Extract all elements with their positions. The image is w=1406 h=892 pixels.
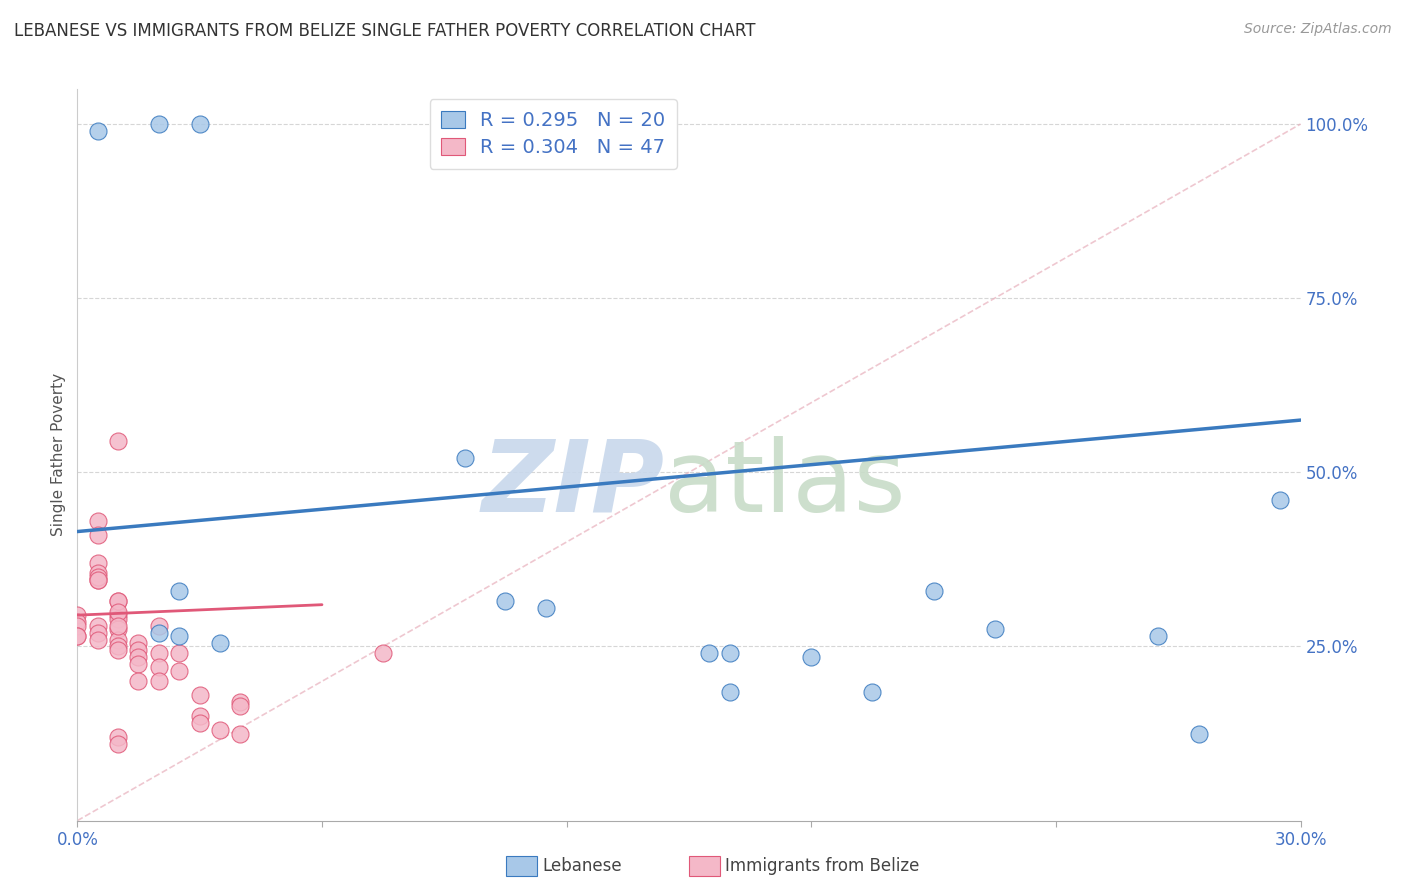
Point (188, 117, 211, 131)
Point (699, 647, 721, 661)
Point (66, 618, 89, 632)
Point (208, 636, 231, 650)
Point (87, 124, 110, 138)
Text: Lebanese: Lebanese (543, 857, 623, 875)
Point (127, 636, 149, 650)
Point (87, 566, 110, 581)
Y-axis label: Single Father Poverty: Single Father Poverty (51, 374, 66, 536)
Point (495, 594, 517, 608)
Point (453, 451, 475, 466)
Point (862, 685, 884, 699)
Point (188, 716, 211, 731)
Point (107, 608, 129, 623)
Point (127, 649, 149, 664)
Point (1268, 493, 1291, 508)
Point (87, 574, 110, 588)
Point (148, 647, 170, 661)
Point (127, 674, 149, 689)
Point (107, 737, 129, 751)
Point (229, 698, 252, 713)
Point (87, 625, 110, 640)
Point (169, 629, 191, 643)
Point (229, 695, 252, 709)
Point (188, 688, 211, 702)
Point (107, 640, 129, 654)
Text: Immigrants from Belize: Immigrants from Belize (725, 857, 920, 875)
Point (229, 726, 252, 740)
Point (87, 574, 110, 588)
Point (534, 601, 557, 615)
Point (87, 618, 110, 632)
Point (107, 605, 129, 619)
Point (718, 647, 741, 661)
Point (922, 583, 945, 598)
Text: Source: ZipAtlas.com: Source: ZipAtlas.com (1244, 22, 1392, 37)
Point (188, 709, 211, 723)
Point (148, 618, 170, 632)
Point (107, 594, 129, 608)
Point (107, 643, 129, 657)
Point (208, 723, 231, 737)
Point (127, 643, 149, 657)
Point (87, 528, 110, 542)
Text: LEBANESE VS IMMIGRANTS FROM BELIZE SINGLE FATHER POVERTY CORRELATION CHART: LEBANESE VS IMMIGRANTS FROM BELIZE SINGL… (14, 22, 755, 40)
Point (107, 730, 129, 744)
Point (718, 685, 741, 699)
Point (148, 625, 170, 640)
Point (87, 570, 110, 584)
Point (107, 594, 129, 608)
Point (148, 674, 170, 689)
Text: ZIP: ZIP (481, 435, 665, 533)
Point (127, 657, 149, 671)
Point (66, 629, 89, 643)
Point (371, 647, 394, 661)
Point (107, 434, 129, 448)
Point (87, 632, 110, 647)
Point (66, 615, 89, 629)
Point (148, 117, 170, 131)
Point (800, 649, 823, 664)
Point (87, 514, 110, 528)
Point (1187, 726, 1209, 740)
Point (1147, 629, 1170, 643)
Point (107, 618, 129, 632)
Point (87, 556, 110, 570)
Point (107, 632, 129, 647)
Point (169, 664, 191, 678)
Text: atlas: atlas (665, 435, 905, 533)
Point (169, 647, 191, 661)
Point (169, 583, 191, 598)
Point (107, 622, 129, 636)
Point (66, 608, 89, 623)
Point (148, 660, 170, 674)
Point (984, 622, 1007, 636)
Point (107, 612, 129, 626)
Legend: R = 0.295   N = 20, R = 0.304   N = 47: R = 0.295 N = 20, R = 0.304 N = 47 (430, 99, 676, 169)
Point (66, 629, 89, 643)
